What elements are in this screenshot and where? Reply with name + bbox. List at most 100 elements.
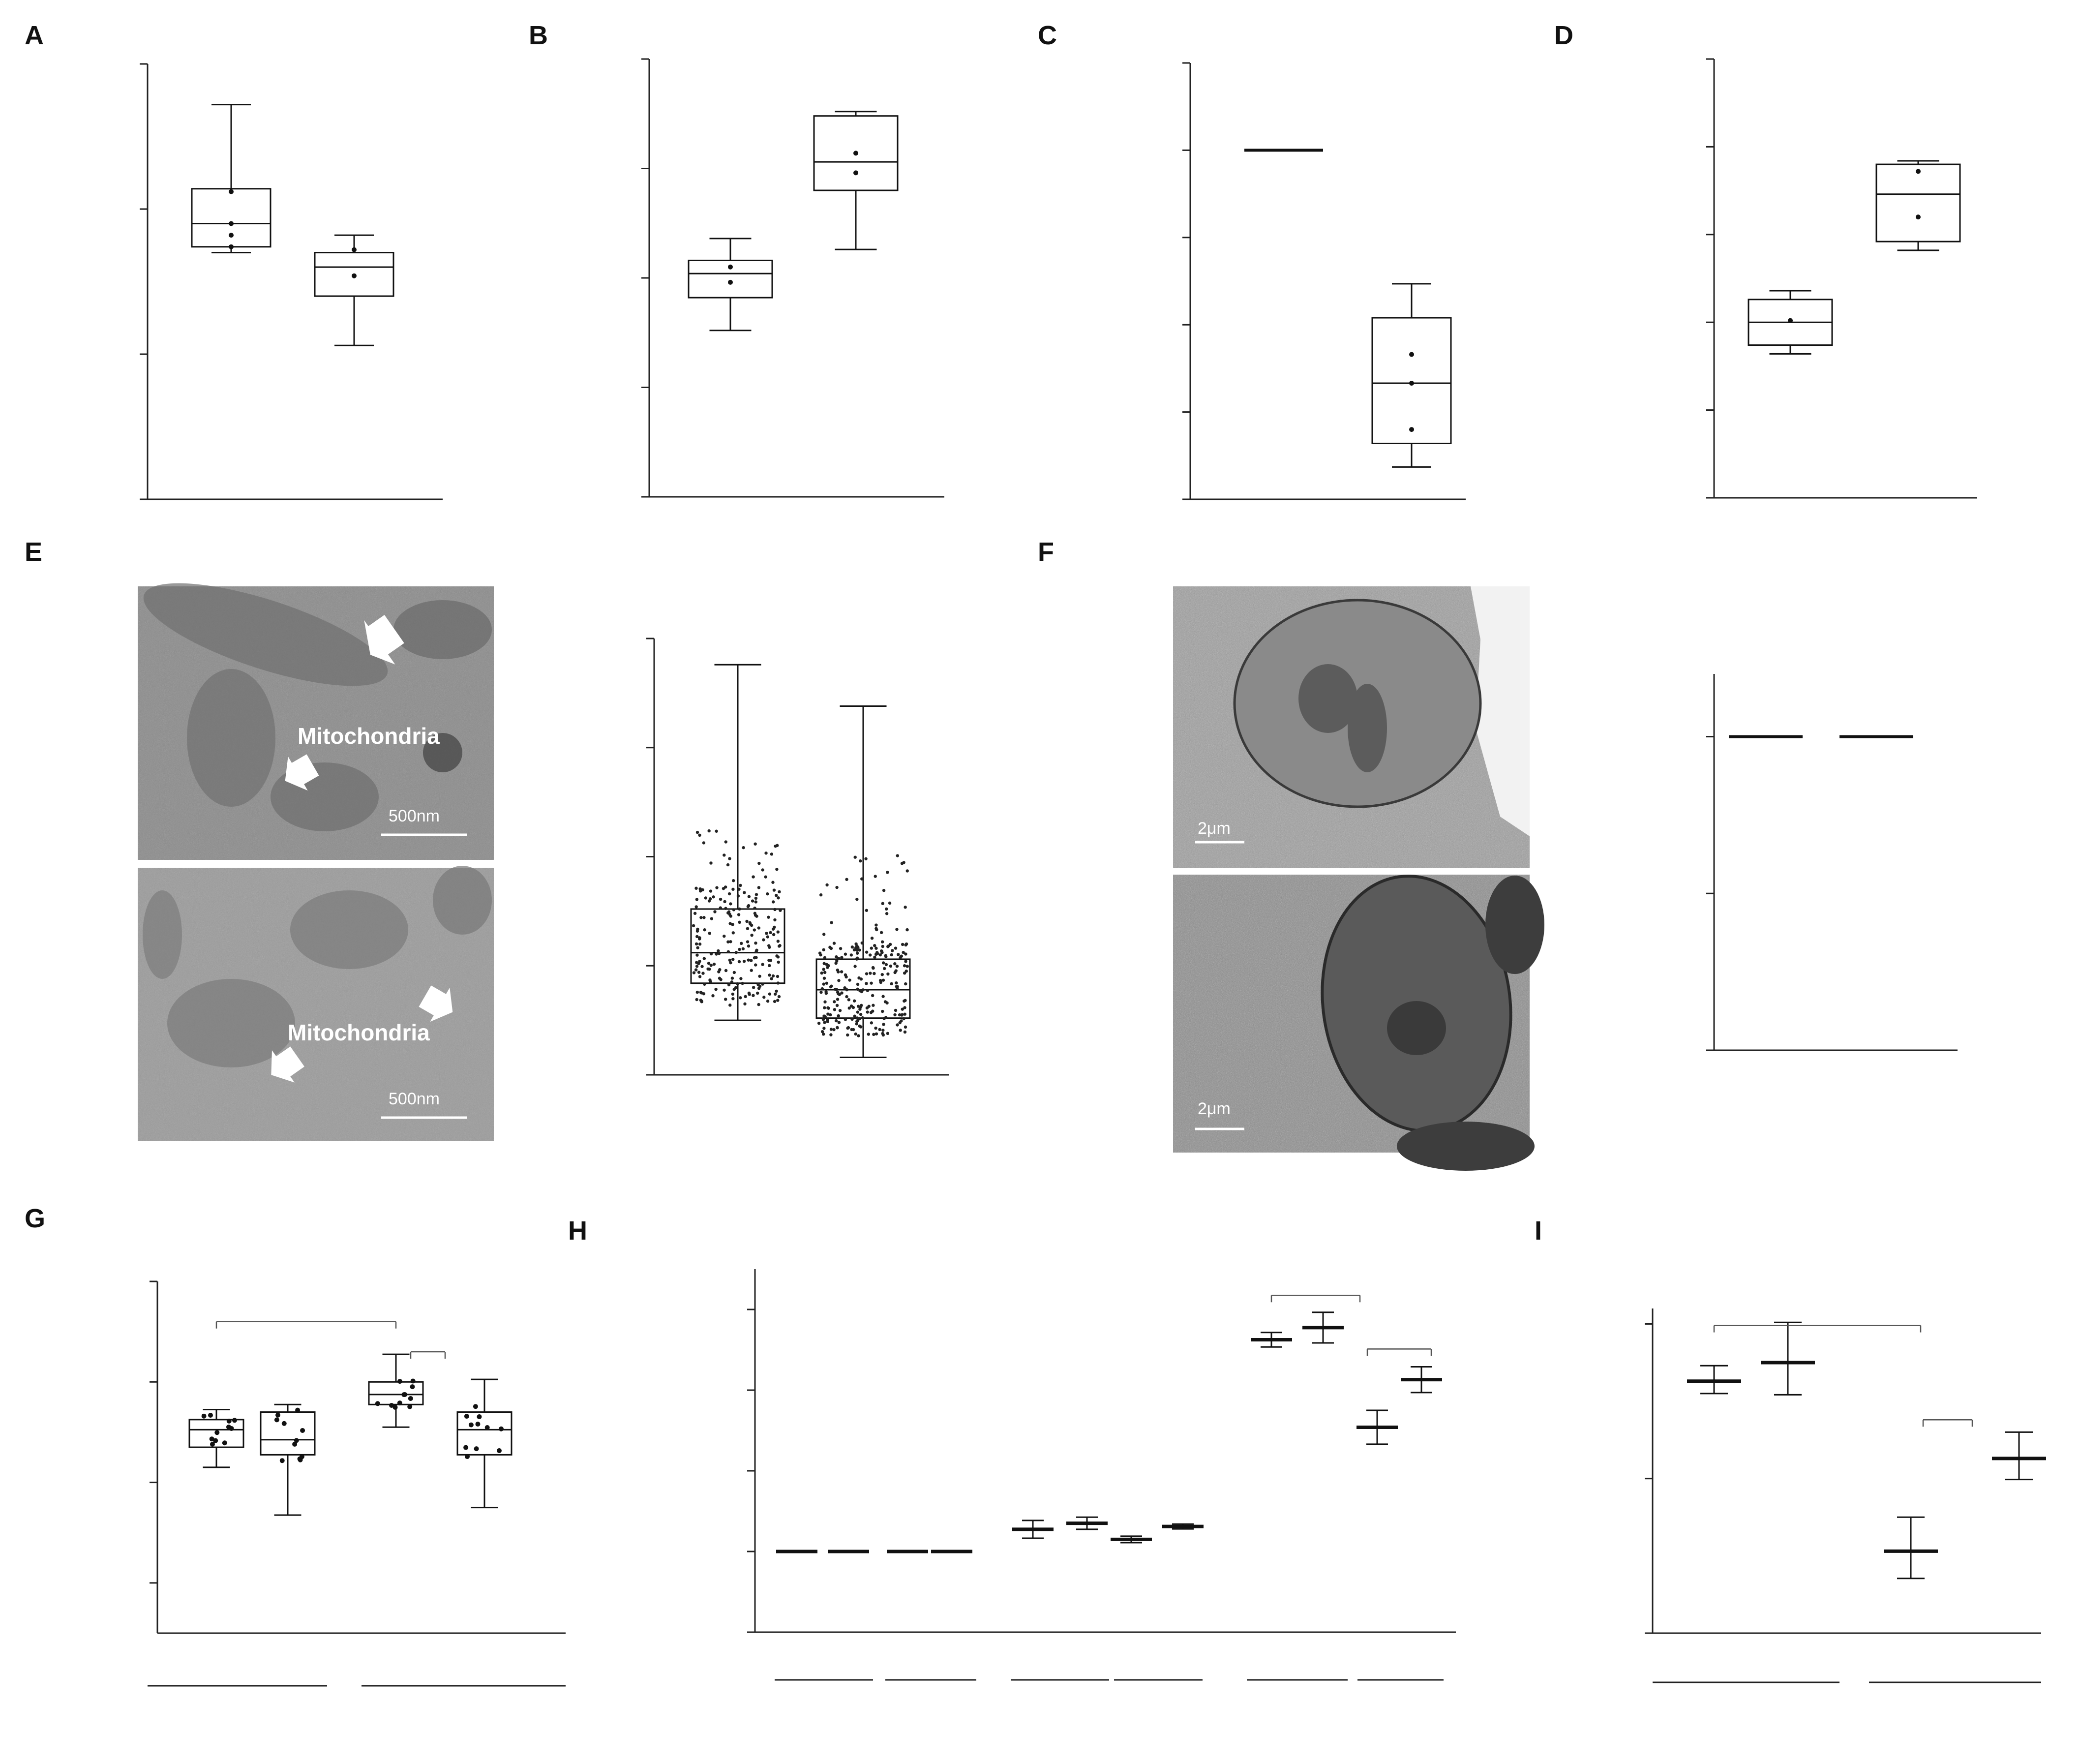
plot-panel-f	[1706, 674, 1958, 1051]
data-point	[882, 888, 886, 892]
data-point	[776, 981, 780, 985]
data-point	[835, 955, 838, 959]
data-point	[849, 953, 853, 957]
data-point	[408, 1396, 413, 1401]
data-point	[728, 264, 733, 270]
data-point	[723, 934, 726, 938]
data-point	[768, 973, 771, 977]
data-point	[844, 975, 848, 979]
data-point	[729, 940, 732, 943]
data-point	[693, 912, 697, 915]
mito-label-1: Mitochondria	[298, 723, 440, 749]
data-point	[699, 999, 703, 1002]
data-point	[1916, 214, 1921, 220]
box	[813, 115, 899, 191]
data-point	[905, 928, 909, 932]
data-point	[767, 915, 770, 919]
data-point	[281, 1421, 287, 1426]
data-point	[828, 945, 832, 949]
data-point	[694, 905, 698, 909]
data-point	[757, 926, 761, 930]
data-point	[731, 992, 735, 996]
data-point	[496, 1448, 502, 1453]
data-point	[692, 924, 695, 928]
data-point	[747, 944, 751, 948]
scale-bar-mito-1: 500nm	[389, 807, 440, 825]
data-point	[859, 859, 862, 863]
data-point	[726, 940, 730, 943]
data-point	[754, 900, 757, 904]
data-point	[709, 861, 713, 865]
data-point	[750, 933, 754, 937]
data-point	[707, 962, 711, 965]
data-point	[279, 1458, 285, 1463]
data-point	[855, 897, 859, 901]
data-point	[895, 928, 899, 931]
data-point	[904, 943, 907, 947]
data-point	[754, 941, 757, 945]
data-point	[894, 969, 898, 973]
data-point	[840, 956, 844, 959]
data-point	[747, 895, 751, 898]
data-point	[702, 992, 706, 996]
data-point	[1409, 427, 1414, 432]
data-point	[754, 956, 758, 959]
data-point	[729, 902, 732, 906]
data-point	[848, 978, 851, 982]
data-point	[694, 942, 698, 946]
data-point	[856, 987, 859, 991]
panel-label-a: A	[25, 21, 44, 50]
data-point	[822, 1027, 826, 1030]
data-point	[773, 918, 777, 922]
data-point	[900, 1013, 904, 1017]
data-point	[758, 984, 762, 988]
data-point	[905, 965, 909, 968]
data-point	[777, 995, 781, 999]
data-point	[822, 962, 826, 965]
data-point	[768, 964, 771, 968]
data-point	[885, 907, 888, 911]
data-point	[698, 943, 702, 946]
data-point	[904, 960, 907, 963]
data-point	[741, 947, 745, 951]
data-point	[728, 1004, 732, 1007]
data-point	[856, 1010, 860, 1014]
data-point	[904, 999, 907, 1003]
data-point	[823, 1006, 826, 1009]
data-point	[715, 829, 718, 833]
data-point	[761, 982, 764, 986]
mito-label-2: Mitochondria	[288, 1020, 430, 1045]
panel-label-f: F	[1038, 537, 1054, 567]
data-point	[474, 1446, 479, 1452]
data-point	[410, 1384, 415, 1390]
data-point	[833, 1008, 837, 1011]
data-point	[392, 1404, 398, 1410]
data-point	[747, 958, 750, 962]
data-point	[719, 897, 723, 901]
data-point	[837, 1014, 840, 1018]
data-point	[896, 854, 899, 857]
data-point	[464, 1414, 469, 1419]
data-point	[695, 830, 699, 834]
data-point	[886, 1032, 890, 1035]
data-point	[208, 1412, 213, 1418]
data-point	[879, 980, 882, 984]
data-point	[748, 993, 751, 996]
data-point	[753, 907, 756, 910]
box	[456, 1411, 512, 1456]
data-point	[905, 869, 909, 873]
data-point	[766, 892, 769, 896]
data-point	[834, 961, 838, 965]
data-point	[873, 972, 876, 975]
data-point	[767, 944, 771, 947]
data-point	[854, 1032, 857, 1036]
data-point	[726, 950, 730, 954]
data-point	[829, 1033, 833, 1036]
data-point	[890, 982, 893, 986]
data-point	[899, 1029, 902, 1032]
data-point	[850, 945, 854, 949]
data-point	[736, 894, 740, 898]
data-point	[881, 995, 885, 998]
data-point	[889, 964, 893, 968]
data-point	[823, 956, 827, 960]
